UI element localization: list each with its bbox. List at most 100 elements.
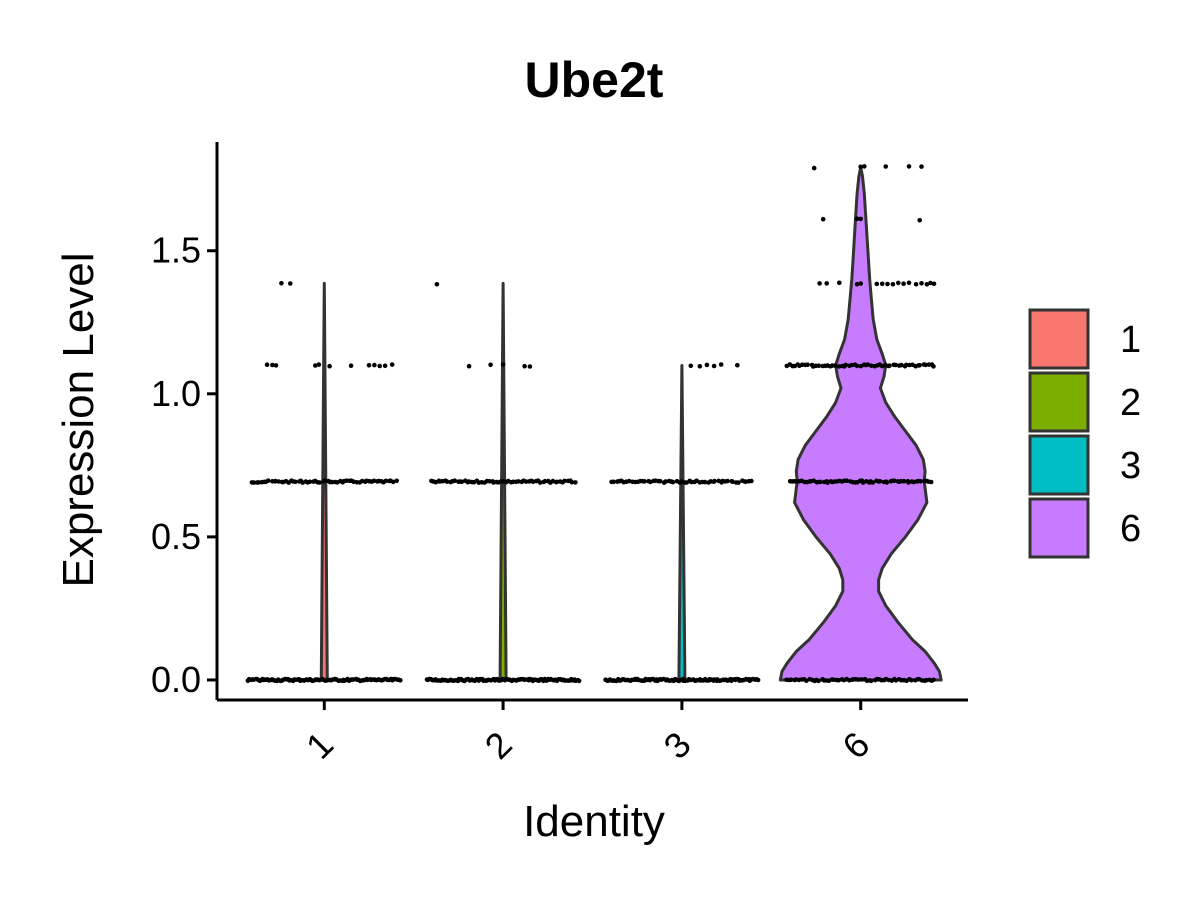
violin-2 [424,281,582,684]
data-point [377,363,383,369]
data-point [704,362,710,368]
data-point [885,281,890,287]
data-point [265,478,271,484]
data-point [890,282,896,287]
data-point [901,478,907,484]
violin-body-3 [677,363,687,682]
data-point [366,363,372,368]
data-point [917,218,922,223]
y-tick-label: 0.0 [151,659,201,700]
data-point [322,478,328,484]
data-point [816,363,822,369]
data-point [264,362,270,368]
legend-swatch [1028,308,1090,370]
data-point [702,479,708,485]
data-point [896,280,901,286]
data-point [805,362,810,368]
data-point [736,480,741,485]
data-point [859,677,864,682]
data-point [537,480,543,485]
data-point [542,478,548,484]
data-point [832,363,838,368]
data-point [858,216,863,222]
data-point [735,362,740,368]
data-point [327,363,332,369]
data-point [527,364,533,369]
data-point [293,479,298,485]
legend-item-1: 1 [1028,308,1141,370]
legend-swatch [1028,497,1090,559]
data-point [313,363,318,368]
points-2 [424,282,582,684]
data-point [755,677,761,683]
x-axis-title: Identity [523,797,665,846]
data-point [788,677,794,682]
data-point [837,280,842,286]
violin-6 [778,164,943,684]
data-point [273,363,279,368]
data-point [931,364,936,369]
data-point [749,478,754,484]
data-point [901,281,906,287]
data-point [906,164,912,169]
data-point [858,281,863,286]
legend-label: 1 [1120,319,1141,361]
legend-swatch [1028,371,1090,433]
points-1 [245,281,403,684]
y-axis: 0.0 0.5 1.0 1.5 [151,142,219,700]
data-point [913,282,919,287]
data-point [844,478,850,484]
data-point [931,281,937,287]
data-point [307,479,313,485]
data-point [712,478,717,484]
data-point [904,362,909,368]
data-point [270,362,275,368]
data-point [348,363,354,369]
data-point [642,479,647,484]
data-point [843,362,848,368]
data-point [718,362,724,367]
data-point [569,479,575,485]
data-point [879,281,885,287]
data-point [398,678,403,683]
x-tick-label: 2 [477,724,520,767]
data-point [390,479,396,485]
data-point [317,480,322,485]
data-point [459,479,465,485]
data-point [725,478,730,484]
data-point [868,678,874,684]
data-point [382,363,388,369]
data-point [874,281,880,287]
data-point [500,362,506,367]
points-3 [603,362,761,684]
data-point [836,677,841,683]
data-point [919,281,924,286]
data-point [434,282,440,287]
y-tick-label: 0.5 [151,516,201,557]
data-point [522,363,527,369]
data-point [824,281,829,286]
data-point [811,165,817,171]
legend-item-3: 3 [1028,434,1141,496]
data-point [394,478,400,484]
data-point [516,479,521,484]
data-point [906,280,912,286]
data-point [893,362,898,368]
chart-title: Ube2t [525,52,664,108]
data-point [869,363,874,369]
data-point [487,479,492,484]
data-point [877,479,883,484]
y-tick-label: 1.5 [151,230,201,271]
points-6 [784,164,937,684]
data-point [931,677,936,683]
legend-label: 6 [1120,508,1141,550]
data-point [444,479,450,484]
data-point [854,281,860,287]
data-point [466,363,472,369]
data-point [711,363,717,369]
data-point [316,362,322,367]
data-point [854,216,860,221]
data-point [611,479,616,485]
data-point [657,478,663,484]
